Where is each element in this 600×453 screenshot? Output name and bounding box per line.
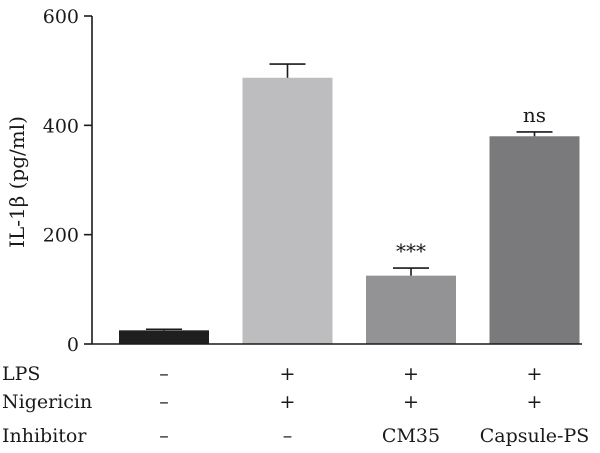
condition-value: + <box>403 391 419 413</box>
error-bars-group <box>146 63 553 331</box>
bar <box>489 136 580 344</box>
bar <box>119 330 209 344</box>
y-tick-label: 200 <box>43 225 79 247</box>
condition-value: – <box>159 425 169 447</box>
condition-row-label: Nigericin <box>2 391 92 413</box>
condition-value: + <box>527 363 543 385</box>
bar <box>242 77 333 345</box>
condition-row-label: LPS <box>2 363 40 385</box>
bars-group <box>119 77 580 345</box>
condition-value: + <box>527 391 543 413</box>
significance-label: *** <box>396 239 426 263</box>
y-tick-label: 400 <box>43 115 79 137</box>
condition-value: CM35 <box>382 425 440 447</box>
condition-table: LPS – + + + Nigericin – + + + Inhibitor – – CM35 Capsu… <box>2 363 589 447</box>
y-tick-label: 600 <box>43 6 79 28</box>
condition-value: – <box>159 363 169 385</box>
condition-value: Capsule-PS <box>480 425 590 447</box>
y-tick-label: 0 <box>67 334 79 356</box>
y-axis-label: IL-1β (pg/ml) <box>5 116 29 248</box>
condition-row-label: Inhibitor <box>2 425 87 447</box>
significance-label: ns <box>523 103 546 127</box>
condition-value: + <box>280 363 296 385</box>
condition-value: – <box>283 425 293 447</box>
condition-value: + <box>280 391 296 413</box>
condition-value: – <box>159 391 169 413</box>
bar <box>366 275 456 344</box>
condition-value: + <box>403 363 419 385</box>
significance-group: *** ns <box>396 103 546 263</box>
y-axis: 0 200 400 600 <box>43 6 93 356</box>
